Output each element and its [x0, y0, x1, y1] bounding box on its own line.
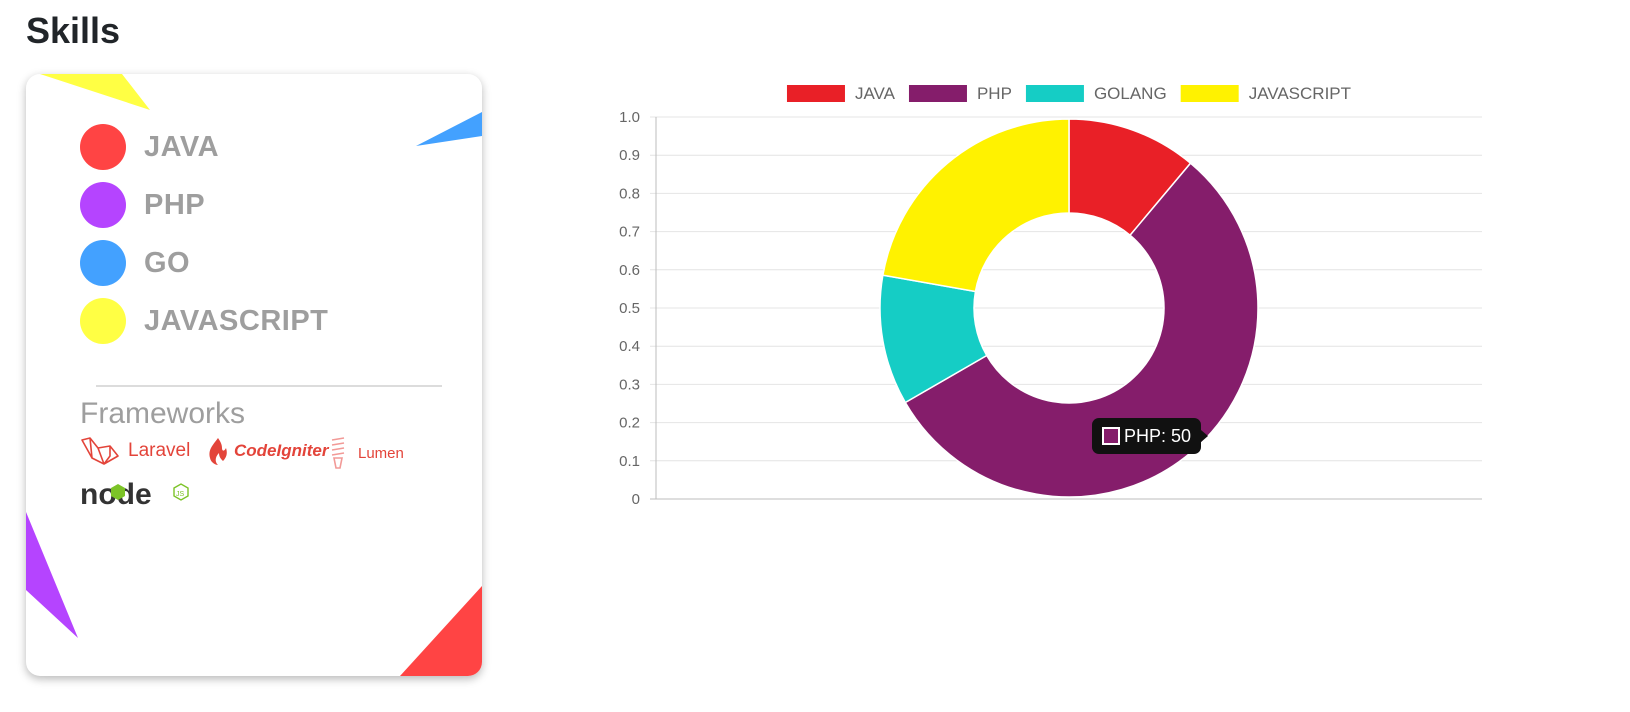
skill-label: JAVASCRIPT — [144, 304, 329, 337]
y-tick-label: 1.0 — [619, 109, 640, 126]
svg-text:JS: JS — [176, 491, 185, 498]
decor-purple-shape — [26, 512, 78, 638]
legend-label: JAVASCRIPT — [1249, 84, 1351, 103]
framework-nodejs: node JS — [80, 478, 192, 510]
y-tick-label: 0 — [632, 491, 640, 508]
y-tick-label: 0.4 — [619, 338, 640, 355]
skill-dot — [80, 240, 126, 286]
page-title: Skills — [26, 10, 121, 51]
y-tick-label: 0.9 — [619, 147, 640, 164]
skill-label: GO — [144, 246, 191, 279]
framework-laravel: Laravel — [80, 436, 190, 466]
tooltip-text: PHP: 50 — [1124, 425, 1192, 446]
skill-item-javascript: JAVASCRIPT — [80, 298, 328, 344]
legend-label: GOLANG — [1094, 84, 1167, 103]
decor-yellow-shape — [40, 74, 150, 110]
decor-red-shape — [400, 586, 482, 676]
framework-codeigniter: CodeIgniter — [206, 436, 328, 466]
decor-blue-shape — [416, 112, 482, 146]
chart-tooltip: PHP: 50 — [1092, 418, 1209, 454]
y-tick-label: 0.7 — [619, 224, 640, 241]
legend-swatch — [908, 85, 967, 102]
y-tick-label: 0.8 — [619, 185, 640, 202]
tooltip-swatch — [1102, 427, 1120, 445]
chart-container: 0 0.1 0.2 0.3 0.4 0.5 0.6 0.7 0.8 0.9 1.0 JAVA PHP GO… — [590, 74, 1590, 544]
frameworks-title: Frameworks — [80, 397, 246, 430]
framework-label: Lumen — [358, 444, 404, 462]
y-tick-label: 0.6 — [619, 262, 640, 279]
framework-label: CodeIgniter — [234, 441, 329, 460]
skill-label: PHP — [144, 188, 206, 221]
divider — [96, 385, 442, 387]
legend-swatch — [1180, 85, 1239, 102]
nodejs-icon: node JS — [80, 478, 189, 510]
skill-dot — [80, 182, 126, 228]
y-tick-label: 0.2 — [619, 415, 640, 432]
doughnut-chart: 0 0.1 0.2 0.3 0.4 0.5 0.6 0.7 0.8 0.9 1.0 JAVA PHP GO… — [619, 84, 1482, 508]
laravel-icon — [81, 437, 119, 465]
doughnut-slice-javascript — [882, 118, 1070, 293]
legend-swatch — [1025, 85, 1084, 102]
skill-dot — [80, 124, 126, 170]
skill-item-php: PHP — [80, 182, 205, 228]
y-tick-label: 0.1 — [619, 453, 640, 470]
codeigniter-icon — [209, 438, 227, 465]
y-tick-label: 0.5 — [619, 300, 640, 317]
skills-card: JAVA PHP GO JAVASCRIPT Frameworks Larave… — [26, 74, 482, 676]
skill-label: JAVA — [144, 130, 220, 163]
lumen-icon — [331, 437, 345, 469]
y-tick-label: 0.3 — [619, 376, 640, 393]
legend-swatch — [786, 85, 845, 102]
legend-label: JAVA — [855, 84, 896, 103]
framework-label: Laravel — [128, 440, 191, 461]
doughnut-slice-php — [904, 162, 1259, 498]
legend-label: PHP — [977, 84, 1012, 103]
skill-dot — [80, 298, 126, 344]
skill-item-go: GO — [80, 240, 190, 286]
framework-lumen: Lumen — [328, 436, 404, 470]
skill-item-java: JAVA — [80, 124, 219, 170]
card-decoration — [26, 74, 482, 676]
